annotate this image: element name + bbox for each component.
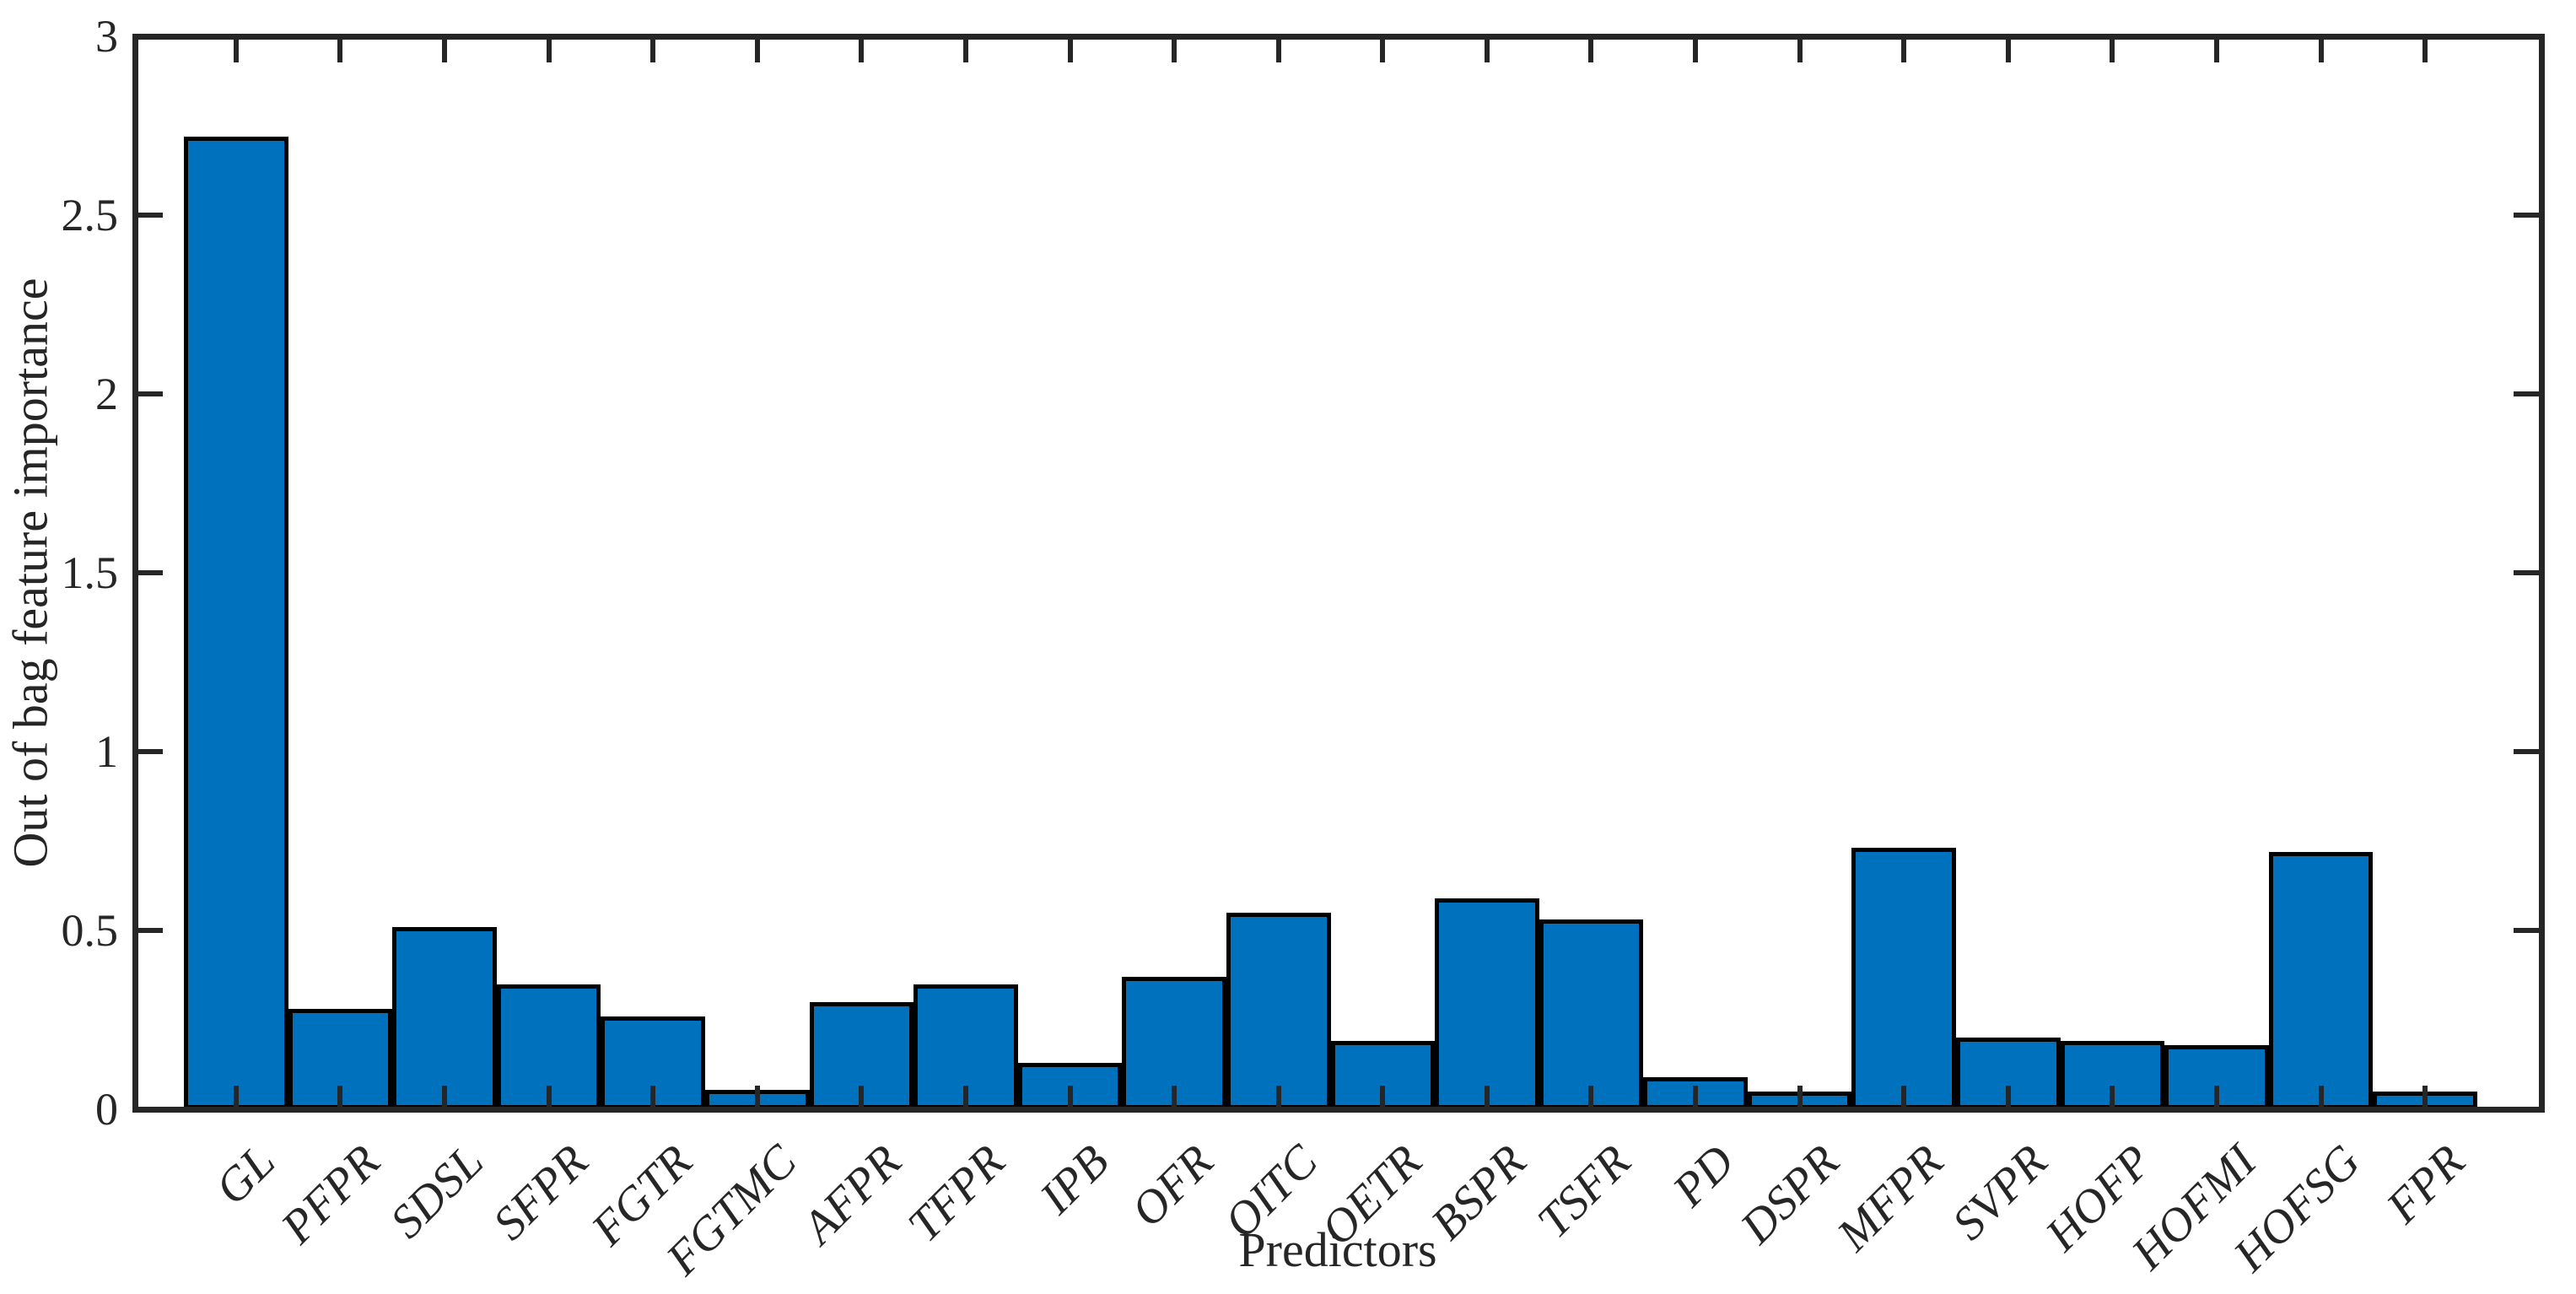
x-tick-bottom [2422,1086,2428,1109]
y-tick-right [2514,391,2539,396]
x-tick-label-PD: PD [1663,1135,1745,1217]
plot-frame [132,33,2545,1113]
y-tick-label-0.5: 0.5 [61,905,119,956]
x-tick-top [1172,39,1178,62]
bar-SDSL [392,927,497,1109]
x-tick-top [1901,39,1907,62]
y-tick-left [137,570,163,575]
bar-MFPR [1851,848,1956,1109]
y-tick-label-2.5: 2.5 [61,190,119,240]
x-tick-top [2318,39,2324,62]
x-tick-top [1693,39,1699,62]
bar-TSFR [1539,919,1643,1109]
x-tick-top [1275,39,1281,62]
x-tick-top [2005,39,2011,62]
x-tick-bottom [337,1086,343,1109]
x-axis-title: Predictors [1238,1222,1437,1277]
y-tick-right [2514,34,2539,39]
x-tick-label-FPR: FPR [2376,1135,2475,1234]
x-tick-top [859,39,865,62]
x-tick-top [754,39,760,62]
x-tick-label-AFPR: AFPR [792,1135,911,1254]
x-tick-label-OETR: OETR [1312,1135,1432,1256]
y-tick-label-1: 1 [95,726,118,777]
x-tick-bottom [1172,1086,1178,1109]
x-tick-top [2110,39,2115,62]
x-tick-label-DSPR: DSPR [1730,1135,1850,1254]
x-tick-top [650,39,656,62]
x-tick-bottom [1588,1086,1594,1109]
x-tick-bottom [2005,1086,2011,1109]
x-tick-label-MFPR: MFPR [1827,1135,1954,1262]
y-tick-left [137,1107,163,1112]
x-tick-top [2214,39,2220,62]
x-tick-top [337,39,343,62]
x-tick-bottom [650,1086,656,1109]
bar-GL [184,137,288,1109]
x-tick-top [1797,39,1803,62]
x-tick-label-SVPR: SVPR [1943,1135,2058,1250]
x-tick-bottom [962,1086,968,1109]
x-tick-bottom [1067,1086,1073,1109]
bar-OITC [1226,913,1331,1109]
y-tick-label-2: 2 [95,369,118,419]
x-tick-bottom [1380,1086,1386,1109]
x-tick-bottom [2110,1086,2115,1109]
x-tick-label-OFR: OFR [1121,1135,1224,1237]
y-tick-left [137,213,163,218]
x-tick-label-SFPR: SFPR [482,1135,599,1250]
x-tick-bottom [1275,1086,1281,1109]
x-tick-label-TFPR: TFPR [898,1135,1016,1253]
x-tick-label-GL: GL [205,1135,286,1216]
y-tick-right [2514,213,2539,218]
x-tick-bottom [2214,1086,2220,1109]
x-tick-bottom [233,1086,239,1109]
y-tick-right [2514,1107,2539,1112]
y-tick-label-3: 3 [95,11,118,62]
x-tick-bottom [1901,1086,1907,1109]
x-tick-top [962,39,968,62]
y-tick-right [2514,749,2539,754]
x-tick-top [546,39,552,62]
x-tick-label-TSFR: TSFR [1527,1135,1641,1248]
y-tick-left [137,34,163,39]
x-tick-bottom [441,1086,447,1109]
y-tick-left [137,928,163,933]
x-tick-label-PFPR: PFPR [271,1135,390,1254]
x-tick-label-IPB: IPB [1030,1135,1120,1225]
y-tick-label-0: 0 [95,1084,118,1135]
x-tick-top [1380,39,1386,62]
x-tick-bottom [546,1086,552,1109]
y-tick-left [137,749,163,754]
x-tick-top [233,39,239,62]
x-tick-bottom [859,1086,865,1109]
x-tick-bottom [1693,1086,1699,1109]
x-tick-bottom [1797,1086,1803,1109]
x-tick-top [1484,39,1490,62]
x-tick-label-BSPR: BSPR [1421,1135,1537,1250]
x-tick-top [1588,39,1594,62]
y-tick-left [137,391,163,396]
x-tick-label-OITC: OITC [1215,1135,1328,1248]
x-tick-bottom [754,1086,760,1109]
x-tick-label-SDSL: SDSL [380,1135,494,1248]
x-tick-top [441,39,447,62]
x-tick-top [1067,39,1073,62]
y-tick-right [2514,928,2539,933]
y-tick-right [2514,570,2539,575]
x-tick-top [2422,39,2428,62]
x-tick-bottom [2318,1086,2324,1109]
bar-HOFSG [2269,852,2373,1109]
x-tick-bottom [1484,1086,1490,1109]
y-tick-label-1.5: 1.5 [61,547,119,598]
